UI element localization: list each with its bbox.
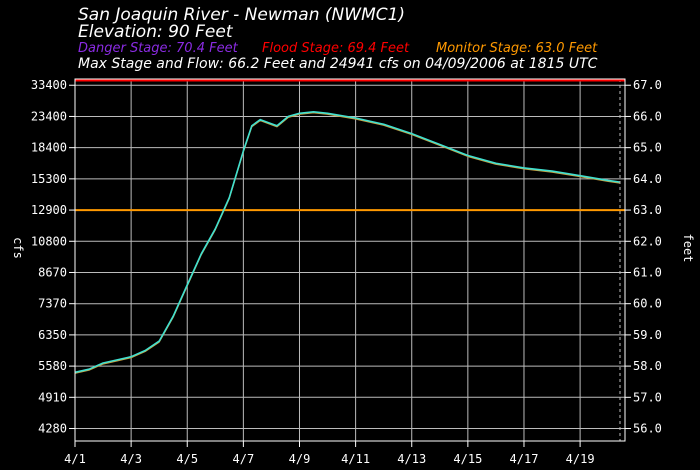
left-tick-label: 15300 [31, 172, 67, 186]
x-tick-label: 4/13 [397, 452, 426, 466]
left-tick-label: 4280 [38, 422, 67, 436]
series-layer [74, 111, 620, 374]
left-axis-ticks: 4280 4910 5580 6350 7370 8670 10800 12900 15300 1… [31, 78, 75, 436]
left-tick-label: 6350 [38, 328, 67, 342]
chart-subtitle: Elevation: 90 Feet [78, 22, 234, 42]
x-tick-label: 4/7 [233, 452, 255, 466]
right-tick-label: 66.0 [633, 109, 662, 123]
left-tick-label: 8670 [38, 265, 67, 279]
right-tick-label: 63.0 [633, 203, 662, 217]
right-tick-label: 65.0 [633, 141, 662, 155]
stage-series-shadow [74, 112, 620, 374]
x-tick-label: 4/19 [566, 452, 595, 466]
x-tick-label: 4/15 [453, 452, 482, 466]
monitor-stage-label: Monitor Stage: 63.0 Feet [436, 41, 598, 56]
left-tick-label: 4910 [38, 390, 67, 404]
right-axis-ticks: 56.0 57.0 58.0 59.0 60.0 61.0 62.0 63.0 64.0 65.0… [625, 78, 662, 436]
left-tick-label: 7370 [38, 297, 67, 311]
chart-title: San Joaquin River - Newman (NWMC1) [78, 5, 405, 25]
x-tick-label: 4/1 [64, 452, 86, 466]
x-tick-label: 4/9 [289, 452, 311, 466]
x-tick-label: 4/11 [341, 452, 370, 466]
x-tick-label: 4/3 [120, 452, 142, 466]
right-tick-label: 56.0 [633, 422, 662, 436]
right-tick-label: 60.0 [633, 297, 662, 311]
stage-lines [75, 78, 625, 212]
right-tick-label: 67.0 [633, 78, 662, 92]
left-tick-label: 18400 [31, 141, 67, 155]
left-tick-label: 23400 [31, 109, 67, 123]
danger-stage-label: Danger Stage: 70.4 Feet [78, 41, 239, 56]
right-tick-label: 59.0 [633, 328, 662, 342]
plot-frame [74, 78, 626, 442]
left-tick-label: 10800 [31, 234, 67, 248]
x-axis-ticks: 4/1 4/3 4/5 4/7 4/9 4/11 4/13 4/15 4/17 4/19 [64, 441, 595, 466]
flood-stage-label: Flood Stage: 69.4 Feet [262, 41, 410, 56]
x-tick-label: 4/17 [510, 452, 539, 466]
right-tick-label: 64.0 [633, 172, 662, 186]
right-tick-label: 62.0 [633, 234, 662, 248]
left-tick-label: 12900 [31, 203, 67, 217]
right-tick-label: 61.0 [633, 265, 662, 279]
stage-series-line [74, 111, 620, 374]
max-stage-summary: Max Stage and Flow: 66.2 Feet and 24941 … [78, 56, 598, 72]
x-tick-label: 4/5 [176, 452, 198, 466]
left-tick-label: 5580 [38, 359, 67, 373]
right-tick-label: 58.0 [633, 359, 662, 373]
left-tick-label: 33400 [31, 78, 67, 92]
left-axis-label: cfs [11, 237, 25, 259]
right-tick-label: 57.0 [633, 390, 662, 404]
right-axis-label: feet [681, 234, 695, 263]
